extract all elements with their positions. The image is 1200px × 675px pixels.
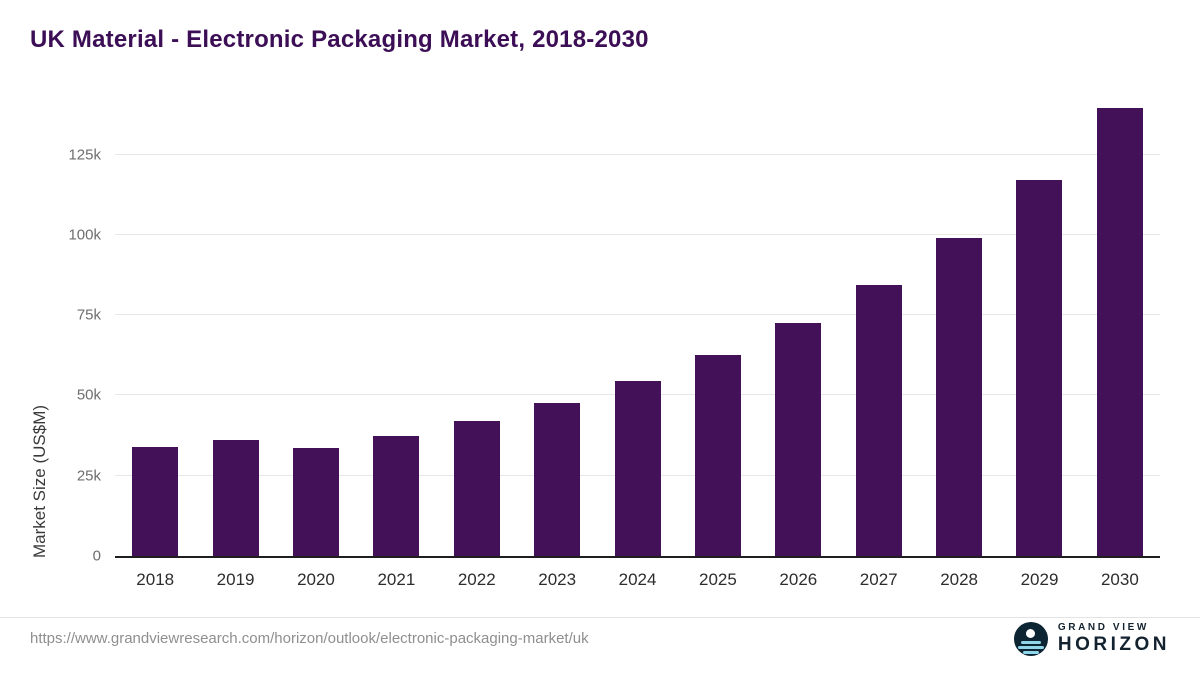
gridline-100k — [115, 233, 1160, 235]
bar-2026[interactable] — [775, 323, 822, 556]
brand-logo[interactable]: GRAND VIEW HORIZON — [1013, 622, 1170, 656]
bar-2028[interactable] — [936, 238, 983, 556]
y-axis-title: Market Size (US$M) — [30, 404, 49, 558]
bar-2027[interactable] — [855, 284, 902, 556]
bar-slot-2028: 2028 — [919, 100, 999, 589]
chart-title: UK Material - Electronic Packaging Marke… — [30, 26, 649, 53]
plot-area: 2018 2019 2020 2021 2022 2023 2024 2025 2026 2027… — [68, 100, 1160, 589]
bar-2030[interactable] — [1096, 108, 1143, 556]
gridline-75k — [115, 314, 1160, 316]
x-tick-label-2023: 2023 — [538, 570, 577, 589]
x-tick-label-2021: 2021 — [377, 570, 416, 589]
x-tick-label-2019: 2019 — [216, 570, 255, 589]
y-tick-label-0: 0 — [92, 547, 101, 565]
x-tick-label-2028: 2028 — [940, 570, 979, 589]
x-tick-label-2027: 2027 — [859, 570, 898, 589]
bar-slot-2022: 2022 — [437, 100, 517, 589]
bars: 2018 2019 2020 2021 2022 2023 2024 2025 2026 2027… — [115, 100, 1160, 589]
gridline-125k — [115, 153, 1160, 155]
x-tick-label-2020: 2020 — [297, 570, 335, 589]
x-tick-label-2029: 2029 — [1020, 570, 1059, 589]
brand-name-top: GRAND VIEW — [1057, 622, 1149, 634]
y-tick-label-125k: 125k — [68, 146, 101, 164]
y-tick-label-25k: 25k — [76, 467, 101, 485]
footer-divider — [0, 617, 1200, 618]
bar-slot-2025: 2025 — [678, 100, 758, 589]
horizon-logo-icon — [1013, 622, 1048, 656]
bar-2020[interactable] — [292, 448, 339, 556]
bar-slot-2023: 2023 — [517, 100, 597, 589]
bar-2022[interactable] — [453, 421, 500, 556]
bar-slot-2019: 2019 — [195, 100, 275, 589]
bar-slot-2024: 2024 — [597, 100, 677, 589]
logo-horizon-line — [1022, 651, 1039, 654]
x-tick-label-2018: 2018 — [136, 570, 175, 589]
source-url: https://www.grandviewresearch.com/horizo… — [30, 630, 589, 647]
bar-2018[interactable] — [132, 446, 179, 556]
y-tick-label-50k: 50k — [76, 386, 101, 404]
bar-2024[interactable] — [614, 381, 661, 556]
bar-slot-2026: 2026 — [758, 100, 838, 589]
x-tick-label-2025: 2025 — [699, 570, 737, 589]
bar-slot-2030: 2030 — [1080, 100, 1160, 589]
logo-sun-dot — [1026, 629, 1036, 638]
logo-horizon-line — [1020, 641, 1041, 644]
x-tick-label-2026: 2026 — [779, 570, 818, 589]
bar-2019[interactable] — [212, 440, 259, 556]
x-tick-label-2022: 2022 — [457, 570, 496, 589]
x-tick-label-2030: 2030 — [1100, 570, 1139, 589]
bar-slot-2021: 2021 — [356, 100, 436, 589]
bar-slot-2018: 2018 — [115, 100, 195, 589]
bar-2025[interactable] — [694, 355, 741, 556]
bar-2021[interactable] — [373, 435, 420, 556]
logo-horizon-line — [1017, 646, 1044, 649]
logo-text: GRAND VIEW HORIZON — [1058, 622, 1170, 655]
bar-slot-2020: 2020 — [276, 100, 356, 589]
bar-slot-2029: 2029 — [999, 100, 1079, 589]
bar-2023[interactable] — [534, 403, 581, 556]
x-tick-label-2024: 2024 — [618, 570, 657, 589]
y-tick-label-75k: 75k — [76, 306, 101, 324]
bar-2029[interactable] — [1016, 180, 1063, 556]
y-tick-label-100k: 100k — [68, 226, 101, 244]
bar-slot-2027: 2027 — [839, 100, 919, 589]
brand-name-bottom: HORIZON — [1057, 633, 1170, 655]
